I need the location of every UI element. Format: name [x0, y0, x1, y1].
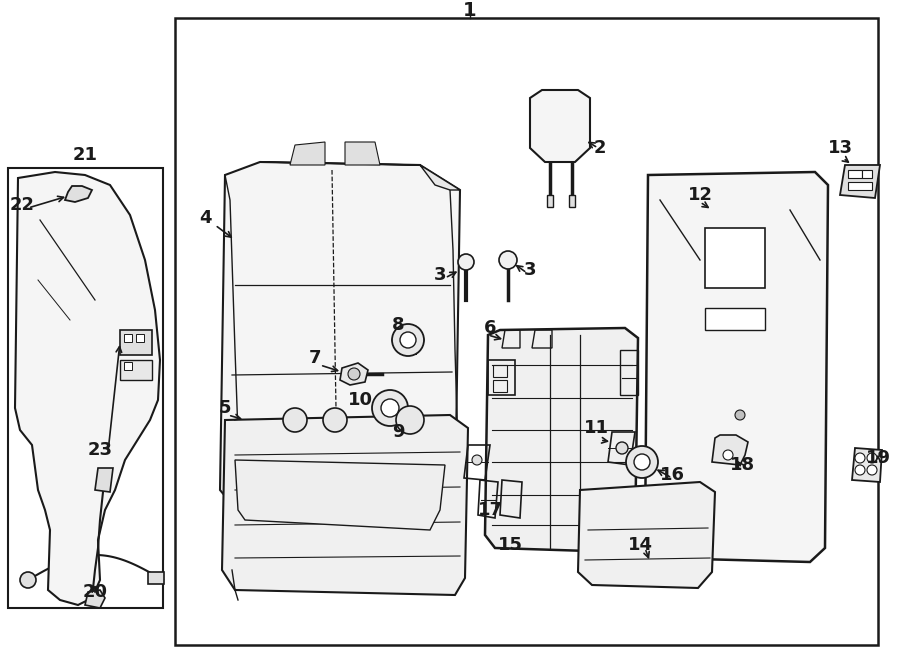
Polygon shape [340, 363, 368, 385]
Text: 1: 1 [464, 1, 477, 19]
Bar [705, 228, 765, 288]
Bar [569, 195, 575, 207]
Circle shape [499, 251, 517, 269]
Circle shape [634, 454, 650, 470]
Bar [124, 334, 132, 342]
Polygon shape [578, 482, 715, 588]
Bar [136, 334, 144, 342]
Text: 7: 7 [309, 349, 321, 367]
Bar [848, 182, 872, 190]
Text: 4: 4 [199, 209, 212, 227]
Circle shape [381, 399, 399, 417]
Text: 13: 13 [827, 139, 852, 157]
Circle shape [323, 408, 347, 432]
Circle shape [396, 406, 424, 434]
Text: 17: 17 [478, 501, 502, 519]
Text: 16: 16 [660, 466, 685, 484]
Circle shape [20, 572, 36, 588]
Polygon shape [840, 165, 880, 198]
Text: 20: 20 [83, 583, 107, 601]
Polygon shape [645, 172, 828, 562]
Text: 3: 3 [524, 261, 536, 279]
Text: 12: 12 [688, 186, 713, 204]
Text: 6: 6 [484, 319, 496, 337]
Polygon shape [235, 460, 445, 530]
Circle shape [283, 408, 307, 432]
Bar [862, 170, 872, 178]
Bar [120, 330, 152, 355]
Circle shape [400, 332, 416, 348]
Text: 10: 10 [347, 391, 373, 409]
Text: 8: 8 [392, 316, 404, 334]
Circle shape [723, 450, 733, 460]
Bar [848, 170, 862, 178]
Polygon shape [485, 328, 638, 552]
Polygon shape [530, 90, 590, 162]
Text: 14: 14 [627, 536, 652, 554]
Circle shape [855, 453, 865, 463]
Text: 22: 22 [10, 196, 34, 214]
Text: 15: 15 [498, 536, 523, 554]
Text: 3: 3 [434, 266, 446, 284]
Text: 19: 19 [866, 449, 890, 467]
Polygon shape [852, 448, 882, 482]
Circle shape [855, 465, 865, 475]
Circle shape [626, 446, 658, 478]
Polygon shape [712, 435, 748, 465]
Circle shape [867, 465, 877, 475]
Bar [547, 195, 553, 207]
Circle shape [458, 254, 474, 270]
Circle shape [372, 390, 408, 426]
Polygon shape [85, 590, 105, 608]
Polygon shape [220, 162, 460, 530]
Polygon shape [95, 468, 113, 492]
Polygon shape [260, 162, 460, 190]
Circle shape [392, 324, 424, 356]
Bar [493, 365, 507, 377]
Polygon shape [222, 415, 468, 595]
Text: 21: 21 [73, 146, 97, 164]
Polygon shape [290, 142, 325, 165]
Bar [124, 362, 132, 370]
Text: 23: 23 [87, 441, 112, 459]
Bar [148, 572, 164, 584]
Bar [120, 360, 152, 380]
Bar [705, 308, 765, 330]
Text: 5: 5 [219, 399, 231, 417]
Bar [8, 168, 163, 608]
Text: 18: 18 [729, 456, 754, 474]
Circle shape [616, 442, 628, 454]
Circle shape [735, 410, 745, 420]
Text: 9: 9 [392, 423, 404, 441]
Text: 11: 11 [583, 419, 608, 437]
Circle shape [348, 368, 360, 380]
Text: 2: 2 [594, 139, 607, 157]
Circle shape [867, 453, 877, 463]
Polygon shape [345, 142, 380, 165]
Circle shape [472, 455, 482, 465]
Polygon shape [65, 186, 92, 202]
Bar [493, 380, 507, 392]
Bar [175, 18, 878, 645]
Polygon shape [15, 172, 160, 605]
